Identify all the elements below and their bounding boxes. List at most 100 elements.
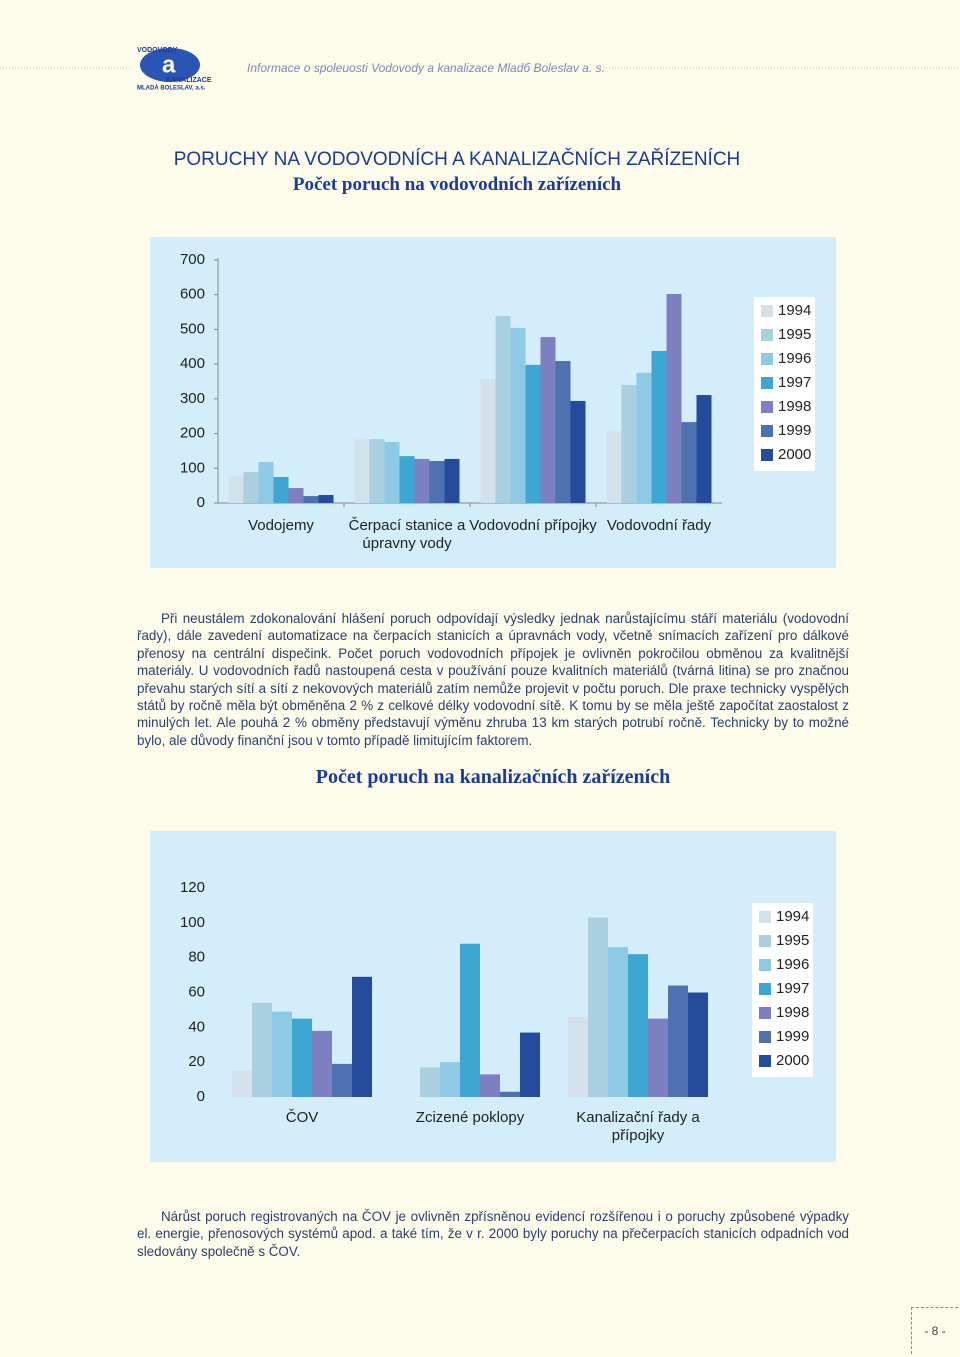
- legend-swatch: [761, 377, 773, 389]
- bar: [369, 439, 385, 503]
- legend-swatch: [759, 1007, 771, 1019]
- logo-bottom: KANALIZACE: [166, 77, 212, 84]
- bar: [628, 954, 648, 1097]
- bar: [480, 379, 496, 503]
- legend-swatch: [761, 401, 773, 413]
- bar: [252, 1002, 272, 1097]
- legend-swatch: [761, 449, 773, 461]
- paragraph: Nárůst poruch registrovaných na ČOV je o…: [137, 1209, 849, 1259]
- legend-label: 1995: [776, 932, 809, 949]
- bar: [681, 422, 697, 503]
- legend-label: 1994: [778, 302, 811, 319]
- x-tick-label: Vodojemy: [248, 517, 314, 534]
- legend-label: 1995: [778, 326, 811, 343]
- bar: [460, 943, 480, 1097]
- header-text: Informace o spoleuosti Vodovody a kanali…: [247, 61, 605, 75]
- bar: [688, 992, 708, 1097]
- bar: [696, 395, 712, 503]
- x-tick-label: Zcizené poklopy: [415, 1109, 525, 1126]
- legend-label: 1997: [778, 374, 811, 391]
- bar: [384, 441, 400, 503]
- svg-text:a: a: [162, 51, 176, 78]
- paragraph: Při neustálem zdokonalování hlášení poru…: [137, 611, 849, 748]
- bar: [318, 495, 334, 503]
- y-tick-label: 200: [180, 425, 205, 442]
- chart-panel: 0 100 200 300 400 500 600 700 1994 1995 1996 1997 19…: [150, 237, 836, 568]
- bar: [480, 1074, 500, 1097]
- y-tick-label: 80: [188, 949, 205, 966]
- bar: [555, 361, 571, 503]
- bar: [621, 384, 637, 503]
- legend-swatch: [761, 353, 773, 365]
- bar: [420, 1067, 440, 1097]
- bar: [288, 488, 304, 503]
- bar: [495, 315, 511, 503]
- legend-swatch: [761, 329, 773, 341]
- bar: [666, 294, 682, 503]
- x-tick-label: Kanalizační řady a přípojky: [576, 1109, 700, 1144]
- legend-swatch: [759, 911, 771, 923]
- bar: [352, 976, 372, 1097]
- y-tick-label: 100: [180, 459, 205, 476]
- bar: [648, 1018, 668, 1097]
- bar: [608, 947, 628, 1097]
- y-tick-label: 300: [180, 390, 205, 407]
- bar: [510, 328, 526, 503]
- legend-swatch: [759, 1031, 771, 1043]
- bar: [540, 337, 556, 503]
- legend-label: 1994: [776, 908, 809, 925]
- y-tick-label: 700: [180, 251, 205, 268]
- legend-swatch: [759, 959, 771, 971]
- x-tick-label: Čerpací stanice a úpravny vody: [348, 517, 466, 552]
- legend-label: 2000: [776, 1052, 809, 1069]
- logo: a VODOVODY KANALIZACE MLADÁ BOLESLAV, a.…: [137, 47, 212, 92]
- bar: [525, 364, 541, 503]
- bar: [399, 456, 415, 503]
- legend-label: 1998: [778, 398, 811, 415]
- bar: [292, 1018, 312, 1097]
- y-tick-label: 40: [188, 1018, 205, 1035]
- legend-label: 1997: [776, 980, 809, 997]
- y-tick-label: 0: [197, 1088, 205, 1105]
- chart: 0 100 200 300 400 500 600 700 1994 1995 1996 1997 19…: [180, 251, 815, 511]
- bar: [500, 1091, 520, 1097]
- legend-label: 1996: [776, 956, 809, 973]
- bar: [312, 1030, 332, 1097]
- legend-swatch: [761, 305, 773, 317]
- x-tick-label: Vodovodní přípojky: [469, 517, 597, 534]
- bar: [588, 917, 608, 1097]
- x-tick-label: ČOV: [285, 1109, 319, 1126]
- bar: [258, 462, 274, 503]
- bar: [414, 458, 430, 503]
- legend-swatch: [759, 935, 771, 947]
- bar: [440, 1062, 460, 1097]
- y-tick-label: 100: [180, 914, 205, 931]
- bar: [636, 372, 652, 503]
- y-tick-label: 400: [180, 355, 205, 372]
- bar: [303, 496, 319, 503]
- section-heading: Počet poruch na vodovodních zařízeních: [292, 174, 622, 195]
- header-graphics: a VODOVODY KANALIZACE MLADÁ BOLESLAV, a.…: [0, 47, 960, 92]
- bar: [568, 1016, 588, 1097]
- bar: [520, 1032, 540, 1097]
- bar: [354, 439, 370, 503]
- legend-label: 1999: [776, 1028, 809, 1045]
- bar: [228, 475, 244, 503]
- page-title: PORUCHY NA VODOVODNÍCH A KANALIZAČNÍCH Z…: [173, 149, 741, 170]
- legend-label: 2000: [778, 446, 811, 463]
- legend-swatch: [759, 983, 771, 995]
- bar: [232, 1070, 252, 1097]
- legend-label: 1998: [776, 1004, 809, 1021]
- y-tick-label: 0: [197, 494, 205, 511]
- legend-swatch: [759, 1055, 771, 1067]
- bar: [651, 350, 667, 503]
- x-tick-label: Vodovodní řady: [606, 517, 712, 534]
- bar: [429, 460, 445, 503]
- legend-label: 1996: [778, 350, 811, 367]
- chart-panel: 0 20 40 60 80 100 120 1994 1995 1996 1997 1998 1999 2…: [150, 831, 836, 1162]
- y-tick-label: 120: [180, 879, 205, 896]
- legend-label: 1999: [778, 422, 811, 439]
- bar: [668, 985, 688, 1097]
- bar: [243, 472, 259, 503]
